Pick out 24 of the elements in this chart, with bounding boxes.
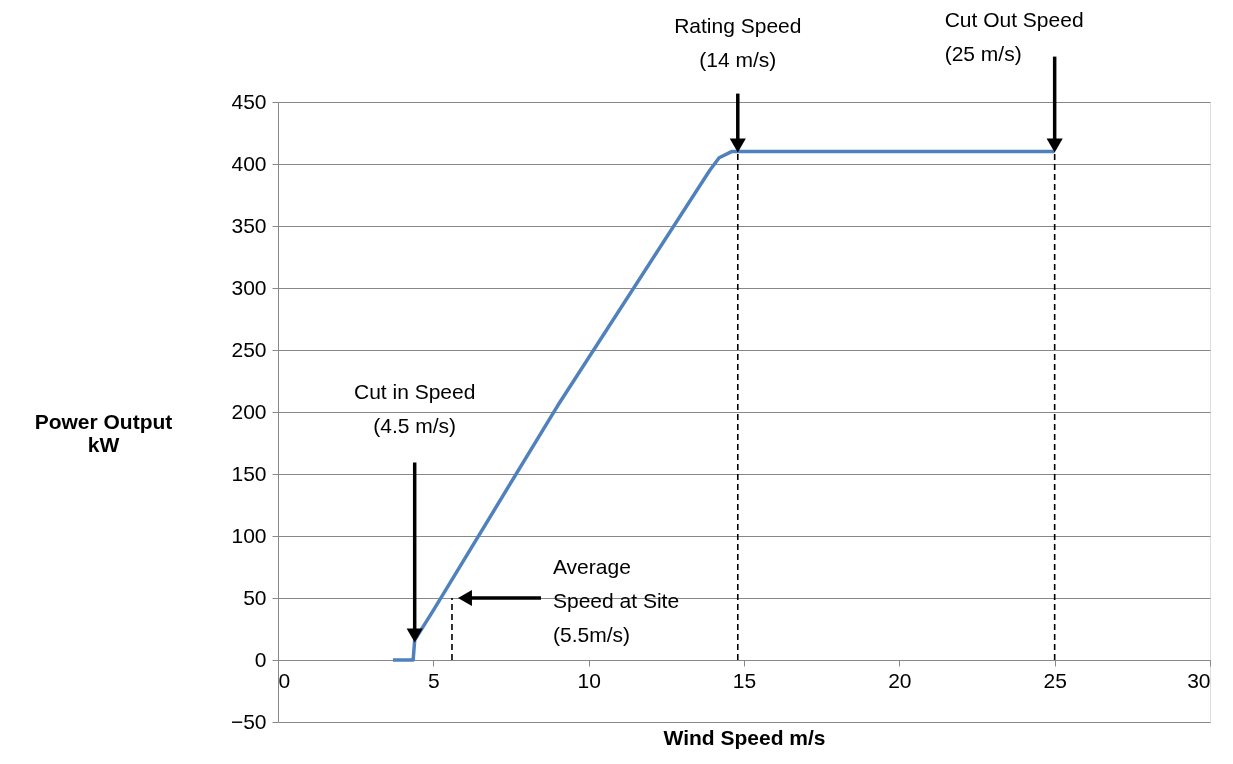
x-axis-title: Wind Speed m/s (663, 725, 826, 749)
x-tick-label: 25 (1043, 668, 1067, 692)
annotation: Cut in Speed (4.5 m/s) (353, 380, 476, 438)
x-tick-label: 20 (888, 668, 912, 692)
annotation: Cut Out Speed (25 m/s) (944, 7, 1084, 65)
y-tick-label: 250 (231, 337, 267, 361)
y-tick-label: 0 (254, 647, 267, 671)
x-tick-label: 5 (427, 668, 440, 692)
y-tick-label: 450 (231, 89, 267, 113)
y-tick-label: 350 (231, 213, 267, 237)
annotation: Average Speed at Site (5.5m/s) (552, 555, 680, 646)
y-tick-label: 400 (231, 151, 267, 175)
y-tick-label: 300 (231, 275, 267, 299)
x-tick-label: 10 (577, 668, 601, 692)
x-tick-label: 15 (732, 668, 757, 692)
y-tick-label: 200 (231, 399, 267, 423)
x-tick-label: 0 (278, 668, 291, 692)
x-tick-label: 30 (1187, 668, 1211, 692)
y-tick-label: −50 (230, 709, 267, 733)
y-tick-label: 50 (243, 585, 267, 609)
y-tick-label: 100 (231, 523, 267, 547)
annotation: Rating Speed (14 m/s) (674, 13, 802, 71)
y-axis-title: Power Output kW (34, 409, 173, 456)
y-tick-label: 150 (231, 461, 267, 485)
